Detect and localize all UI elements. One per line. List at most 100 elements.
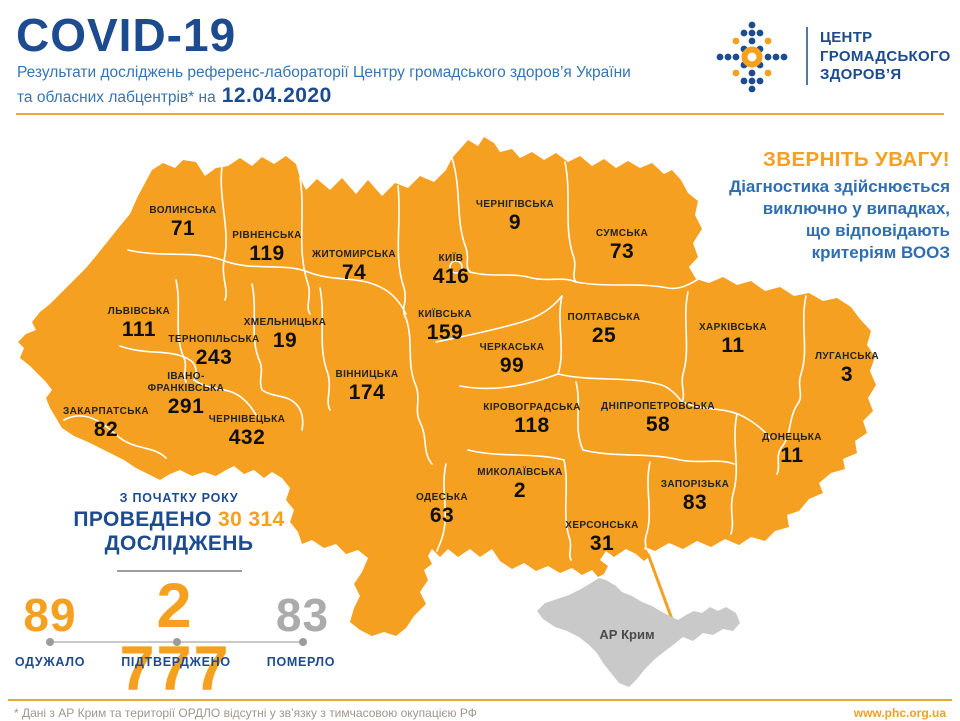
region-label-volynska: ВОЛИНСЬКА 71 (149, 205, 216, 240)
region-label-zaporizka: ЗАПОРІЗЬКА 83 (661, 479, 730, 514)
region-name: ЧЕРКАСЬКА (479, 342, 545, 353)
region-label-mykolaivska: МИКОЛАЇВСЬКА 2 (477, 467, 563, 502)
region-case-count: 174 (348, 381, 386, 404)
stat-confirmed-label: ПІДТВЕРДЖЕНО (121, 655, 231, 669)
region-case-count: 82 (93, 418, 119, 441)
region-label-rivnenska: РІВНЕНСЬКА 119 (232, 230, 302, 265)
logo-wordmark: ЦЕНТР ГРОМАДСЬКОГО ЗДОРОВ’Я (820, 29, 951, 85)
attention-line: що відповідають (805, 221, 950, 240)
region-case-count: 9 (508, 211, 522, 234)
region-name: ДОНЕЦЬКА (762, 432, 822, 443)
region-label-ternopilska: ТЕРНОПІЛЬСЬКА 243 (168, 334, 259, 369)
region-case-count: 99 (499, 354, 525, 377)
region-name: КИЇВСЬКА (418, 309, 472, 320)
region-name: ЗАПОРІЗЬКА (660, 479, 730, 490)
region-case-count: 243 (195, 346, 233, 369)
region-name: МИКОЛАЇВСЬКА (477, 467, 563, 478)
region-name: ХАРКІВСЬКА (698, 322, 768, 333)
tests-prefix: ПРОВЕДЕНО (73, 508, 212, 531)
report-date: 12.04.2020 (221, 84, 332, 107)
region-name: ЧЕРНІВЕЦЬКА (208, 414, 286, 425)
map-mainland (18, 137, 876, 636)
logo-divider (806, 27, 808, 85)
region-case-count: 63 (429, 504, 455, 527)
region-case-count: 2 (513, 479, 527, 502)
crimea-label: АР Крим (599, 627, 655, 642)
region-case-count: 111 (121, 318, 157, 341)
timeline-dot (299, 638, 307, 646)
stat-deaths: 83 (250, 592, 355, 638)
phc-website-link[interactable]: www.phc.org.ua (853, 706, 946, 720)
region-label-sumska: СУМСЬКА 73 (596, 228, 648, 263)
timeline-dot (46, 638, 54, 646)
stat-deaths-value: 83 (275, 589, 330, 641)
header-subtitle-prefix: та обласних лабцентрів* на (17, 89, 216, 106)
region-label-donetska: ДОНЕЦЬКА 11 (762, 432, 822, 467)
region-case-count: 291 (167, 395, 205, 418)
region-name: ТЕРНОПІЛЬСЬКА (168, 334, 260, 345)
region-label-khmelnytska: ХМЕЛЬНИЦЬКА 19 (244, 317, 327, 352)
header-subtitle-line2: та обласних лабцентрів* на 12.04.2020 (17, 84, 332, 108)
region-case-count: 74 (341, 261, 367, 284)
tests-summary: З ПОЧАТКУ РОКУ ПРОВЕДЕНО 30 314 ДОСЛІДЖЕ… (18, 491, 340, 572)
region-name: ЛУГАНСЬКА (814, 351, 880, 362)
map-oblast-borders (63, 157, 807, 561)
region-name: КІРОВОГРАДСЬКА (483, 402, 581, 413)
region-label-kyivska: КИЇВСЬКА 159 (418, 309, 472, 344)
attention-block: ЗВЕРНІТЬ УВАГУ! Діагностика здійснюється… (729, 148, 950, 264)
map-crimea (537, 578, 740, 687)
region-label-luhanska: ЛУГАНСЬКА 3 (815, 351, 879, 386)
region-label-ivano-frankivska: ІВАНО- ФРАНКІВСЬКА 291 (148, 371, 225, 418)
stat-recovered-value: 89 (23, 589, 77, 641)
region-case-count: 73 (609, 240, 635, 263)
region-name: ХЕРСОНСЬКА (565, 520, 639, 531)
region-case-count: 71 (170, 217, 196, 240)
stat-confirmed-value: 2 777 (119, 571, 231, 704)
tests-period-label: З ПОЧАТКУ РОКУ (119, 491, 239, 505)
phc-logo-icon (716, 21, 788, 93)
region-case-count: 416 (432, 265, 470, 288)
stat-confirmed: 2 777 (100, 575, 250, 701)
region-label-lvivska: ЛЬВІВСЬКА 111 (108, 306, 170, 341)
region-name: ЛЬВІВСЬКА (107, 306, 171, 317)
attention-line: виключно у випадках, (762, 199, 950, 218)
stat-recovered: 89 (0, 592, 100, 638)
region-label-zhytomyrska: ЖИТОМИРСЬКА 74 (312, 249, 396, 284)
tests-divider (116, 570, 242, 572)
region-case-count: 11 (780, 444, 804, 467)
region-case-count: 11 (721, 334, 745, 357)
map-arabat-spit (646, 553, 675, 623)
region-label-zakarpatska: ЗАКАРПАТСЬКА 82 (63, 406, 149, 441)
region-name: КИЇВ (438, 253, 464, 264)
tests-count: 30 314 (218, 508, 285, 531)
header-divider (16, 113, 944, 115)
kyiv-city-outline (449, 260, 463, 274)
region-label-khersonska: ХЕРСОНСЬКА 31 (565, 520, 638, 555)
region-label-chernivetska: ЧЕРНІВЕЦЬКА 432 (209, 414, 285, 449)
region-name: ХМЕЛЬНИЦЬКА (243, 317, 327, 328)
region-case-count: 119 (249, 242, 285, 265)
region-name: РІВНЕНСЬКА (232, 230, 302, 241)
region-label-odeska: ОДЕСЬКА 63 (416, 492, 468, 527)
region-label-chernihivska: ЧЕРНІГІВСЬКА 9 (476, 199, 554, 234)
region-case-count: 3 (840, 363, 854, 386)
region-name: ДНІПРОПЕТРОВСЬКА (601, 401, 715, 412)
tests-main-line: ПРОВЕДЕНО 30 314 ДОСЛІДЖЕНЬ (18, 508, 340, 556)
region-label-kirovohradska: КІРОВОГРАДСЬКА 118 (483, 402, 580, 437)
region-name: СУМСЬКА (595, 228, 649, 239)
stat-recovered-label: ОДУЖАЛО (14, 655, 86, 669)
region-case-count: 83 (682, 491, 708, 514)
region-case-count: 159 (426, 321, 464, 344)
attention-line: Діагностика здійснюється (729, 177, 950, 196)
logo-line1: ЦЕНТР (820, 29, 873, 46)
region-name: ІВАНО- ФРАНКІВСЬКА (147, 371, 225, 394)
region-name: ПОЛТАВСЬКА (567, 312, 641, 323)
region-name: ВОЛИНСЬКА (149, 205, 217, 216)
region-case-count: 31 (589, 532, 615, 555)
region-name: ОДЕСЬКА (416, 492, 468, 503)
region-label-kyiv: КИЇВ 416 (433, 253, 470, 288)
region-name: ВІННИЦЬКА (335, 369, 399, 380)
region-case-count: 118 (514, 414, 550, 437)
region-label-vinnytska: ВІННИЦЬКА 174 (335, 369, 398, 404)
